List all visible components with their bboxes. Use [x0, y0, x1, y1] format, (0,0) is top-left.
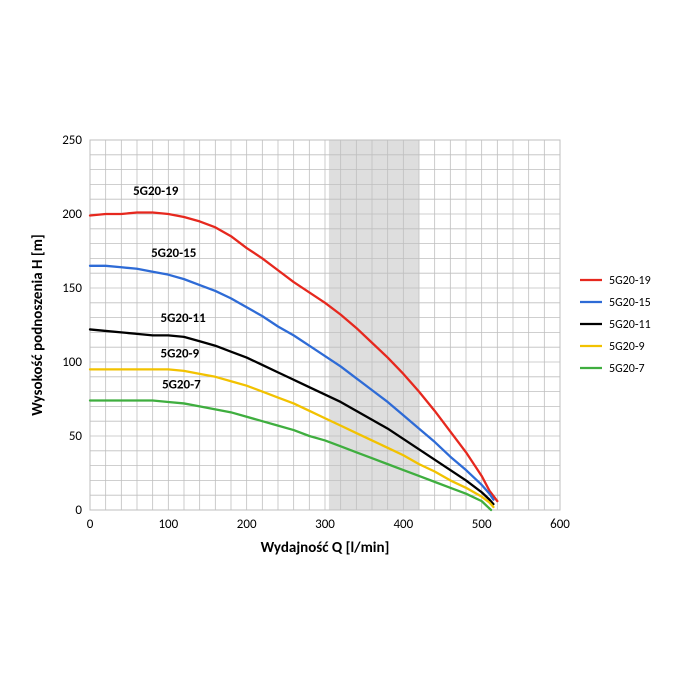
series-label-5G20-19: 5G20-19	[133, 184, 179, 199]
page-frame: 5G20-19 5G20-15 5G20-11 5G20-9 5G20-7 0 100 200…	[0, 0, 700, 700]
legend-label-5G20-7: 5G20-7	[609, 362, 645, 376]
legend-label-5G20-9: 5G20-9	[609, 340, 645, 354]
x-tick: 500	[472, 517, 492, 532]
x-tick: 200	[237, 517, 257, 532]
legend: 5G20-19 5G20-15 5G20-11 5G20-9 5G20-7	[580, 274, 651, 376]
x-axis-label: Wydajność Q [l/min]	[261, 539, 390, 557]
x-tick: 300	[315, 517, 335, 532]
x-tick: 0	[87, 517, 94, 532]
legend-label-5G20-11: 5G20-11	[609, 318, 651, 332]
y-axis-label: Wysokość podnoszenia H [m]	[29, 234, 47, 416]
series-label-5G20-7: 5G20-7	[162, 378, 201, 393]
optimal-range-band	[329, 140, 419, 510]
y-tick: 200	[62, 207, 82, 222]
y-tick: 150	[62, 281, 82, 296]
pump-curve-chart: 5G20-19 5G20-15 5G20-11 5G20-9 5G20-7 0 100 200…	[20, 130, 680, 570]
x-tick: 600	[550, 517, 570, 532]
y-tick: 250	[62, 133, 82, 148]
x-tick: 400	[393, 517, 413, 532]
series-label-5G20-15: 5G20-15	[151, 246, 196, 261]
legend-label-5G20-15: 5G20-15	[609, 296, 651, 310]
series-label-5G20-11: 5G20-11	[161, 311, 207, 326]
y-tick: 100	[62, 355, 82, 370]
legend-label-5G20-19: 5G20-19	[609, 274, 651, 288]
x-tick: 100	[158, 517, 178, 532]
series-label-5G20-9: 5G20-9	[161, 347, 200, 362]
y-tick: 50	[69, 429, 83, 444]
y-tick: 0	[75, 503, 82, 518]
